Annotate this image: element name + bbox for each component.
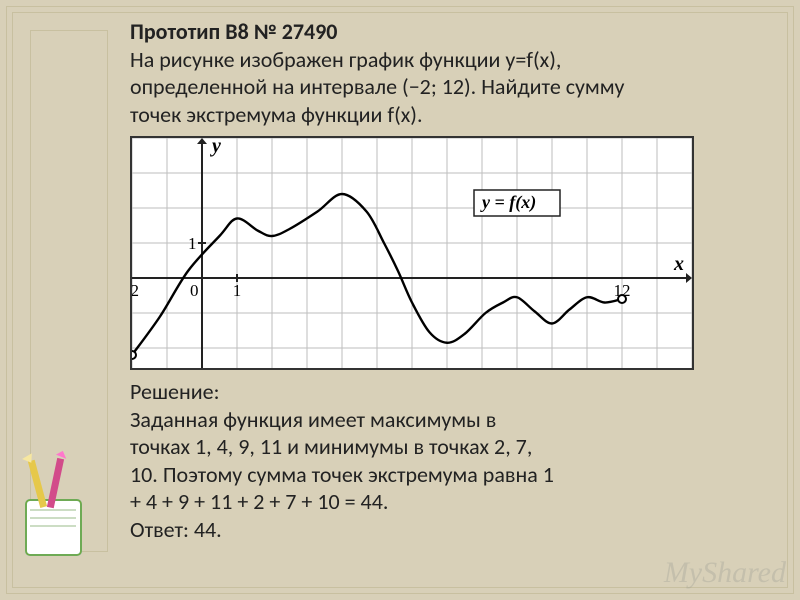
problem-line: точек экстремума функции f(x). [130, 101, 770, 129]
chart-svg: −201121yxy = f(x) [132, 138, 692, 368]
solution-line: 10. Поэтому сумма точек экстремума равна… [130, 461, 770, 489]
solution-line: Ответ: 44. [130, 516, 770, 544]
svg-text:1: 1 [233, 281, 242, 300]
svg-text:−2: −2 [132, 281, 139, 300]
svg-text:x: x [673, 253, 684, 275]
solution-line: + 4 + 9 + 11 + 2 + 7 + 10 = 44. [130, 488, 770, 516]
problem-line: На рисунке изображен график функции y=f(… [130, 46, 770, 74]
slide-content: Прототип В8 № 27490 На рисунке изображен… [130, 18, 770, 543]
solution-line: Заданная функция имеет максимумы в [130, 406, 770, 434]
function-graph: −201121yxy = f(x) [130, 136, 694, 370]
watermark: MyShared [664, 556, 786, 590]
solution-line: точках 1, 4, 9, 11 и минимумы в точках 2… [130, 433, 770, 461]
svg-text:y: y [210, 138, 221, 157]
svg-text:y = f(x): y = f(x) [480, 192, 536, 213]
heading: Прототип В8 № 27490 [130, 18, 770, 46]
pencil-cup-icon [6, 450, 106, 570]
svg-text:0: 0 [190, 281, 199, 300]
svg-text:1: 1 [188, 234, 197, 253]
solution-title: Решение: [130, 378, 770, 406]
problem-line: определенной на интервале (−2; 12). Найд… [130, 73, 770, 101]
